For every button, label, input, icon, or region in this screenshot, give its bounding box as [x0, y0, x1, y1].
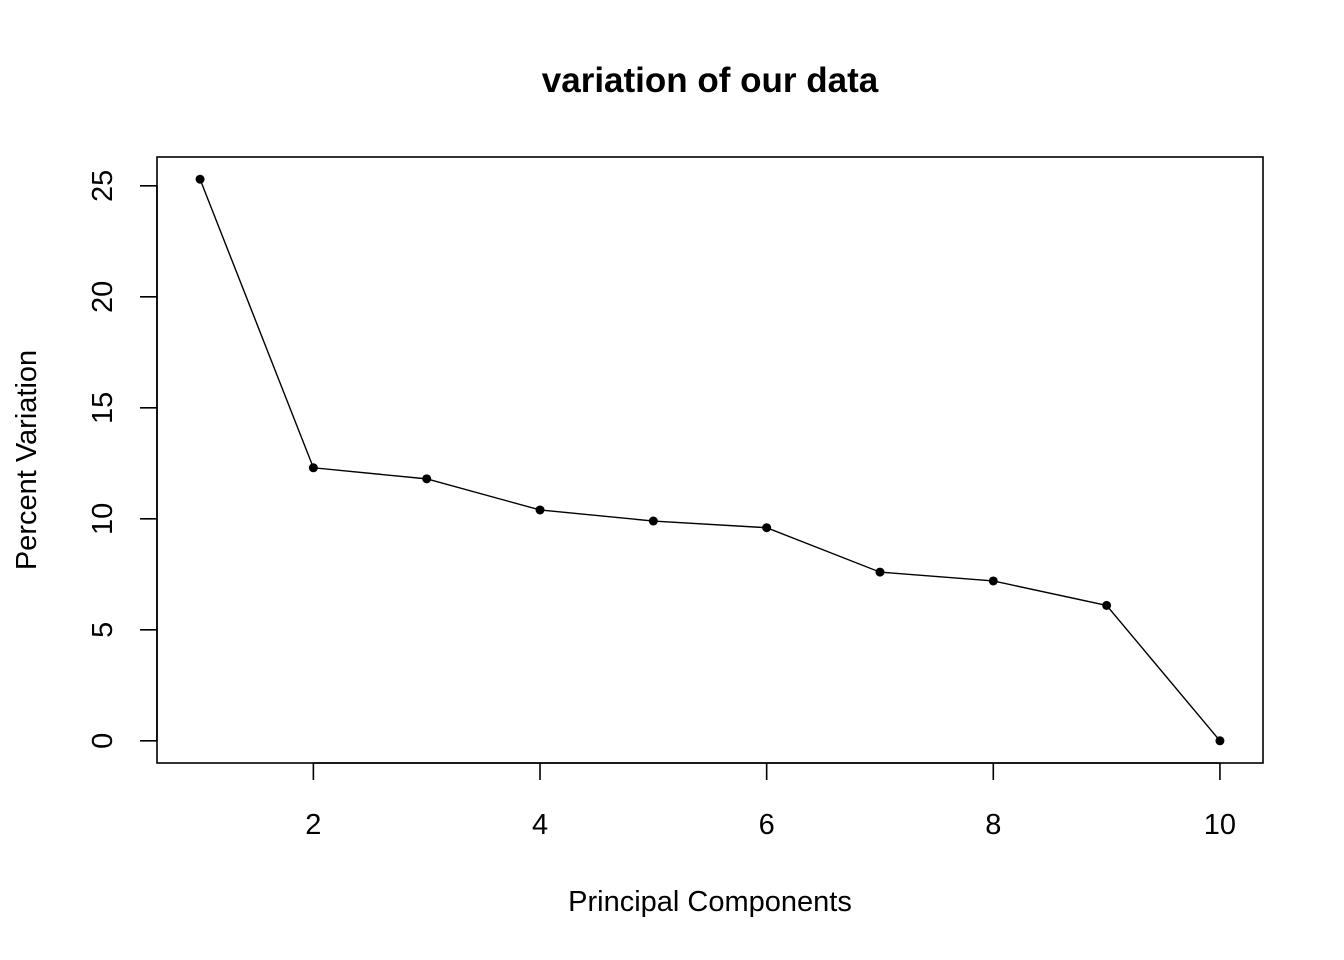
data-point-pc5 — [648, 516, 658, 526]
x-tick-label-6: 6 — [759, 809, 775, 841]
data-point-pc1 — [195, 174, 205, 184]
data-point-pc7 — [875, 567, 885, 577]
y-tick-label-0: 0 — [87, 733, 119, 749]
data-point-pc10 — [1215, 736, 1225, 746]
y-tick-label-25: 25 — [87, 170, 119, 202]
y-tick-label-10: 10 — [87, 503, 119, 535]
data-point-pc3 — [422, 474, 432, 484]
x-tick-label-4: 4 — [532, 809, 548, 841]
x-tick-label-2: 2 — [305, 809, 321, 841]
y-axis: 0 5 10 15 20 25 — [87, 170, 158, 749]
x-tick-label-8: 8 — [985, 809, 1001, 841]
series-group — [195, 174, 1225, 746]
data-point-pc4 — [535, 505, 545, 515]
x-axis: 2 4 6 8 10 — [305, 762, 1236, 841]
series-line-0 — [199, 178, 1221, 742]
y-tick-label-5: 5 — [87, 622, 119, 638]
y-tick-label-20: 20 — [87, 281, 119, 313]
data-point-pc9 — [1102, 600, 1112, 610]
y-tick-label-15: 15 — [87, 392, 119, 424]
y-axis-label: Percent Variation — [11, 350, 43, 570]
chart-title: variation of our data — [542, 61, 879, 100]
x-tick-label-10: 10 — [1204, 809, 1236, 841]
data-point-pc8 — [988, 576, 998, 586]
x-axis-label: Principal Components — [568, 886, 852, 918]
data-point-pc2 — [308, 463, 318, 473]
data-point-pc6 — [762, 523, 772, 533]
